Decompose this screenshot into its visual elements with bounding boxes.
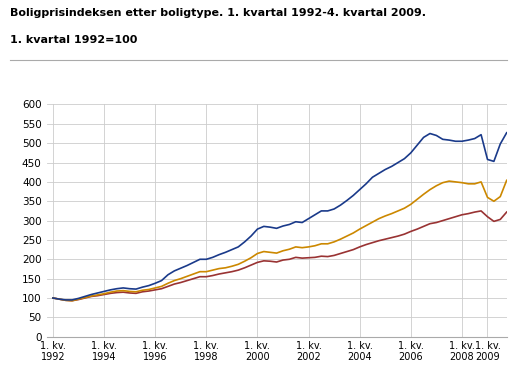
Eneboliger <box>478 209 484 213</box>
Eneboliger <box>120 290 126 295</box>
Blokkleiligheter <box>165 272 171 277</box>
Småhus <box>165 281 171 286</box>
Blokkleiligheter <box>363 182 369 186</box>
Småhus <box>50 296 56 300</box>
Eneboliger <box>504 210 510 214</box>
Blokkleiligheter <box>120 286 126 290</box>
Eneboliger <box>69 298 75 303</box>
Småhus <box>69 298 75 303</box>
Eneboliger <box>344 249 350 254</box>
Text: 1. kvartal 1992=100: 1. kvartal 1992=100 <box>10 35 138 45</box>
Blokkleiligheter <box>63 298 69 302</box>
Eneboliger <box>363 242 369 247</box>
Småhus <box>120 288 126 293</box>
Line: Blokkleiligheter: Blokkleiligheter <box>53 133 507 300</box>
Blokkleiligheter <box>209 255 216 260</box>
Text: Boligprisindeksen etter boligtype. 1. kvartal 1992-4. kvartal 2009.: Boligprisindeksen etter boligtype. 1. kv… <box>10 8 427 18</box>
Blokkleiligheter <box>344 198 350 203</box>
Småhus <box>209 268 216 272</box>
Line: Eneboliger: Eneboliger <box>53 211 507 301</box>
Eneboliger <box>209 273 216 278</box>
Eneboliger <box>50 296 56 300</box>
Småhus <box>363 223 369 228</box>
Småhus <box>504 178 510 183</box>
Blokkleiligheter <box>504 130 510 135</box>
Eneboliger <box>312 255 318 260</box>
Blokkleiligheter <box>50 296 56 300</box>
Line: Småhus: Småhus <box>53 180 507 301</box>
Småhus <box>312 243 318 248</box>
Blokkleiligheter <box>312 212 318 217</box>
Eneboliger <box>472 210 478 214</box>
Småhus <box>344 234 350 238</box>
